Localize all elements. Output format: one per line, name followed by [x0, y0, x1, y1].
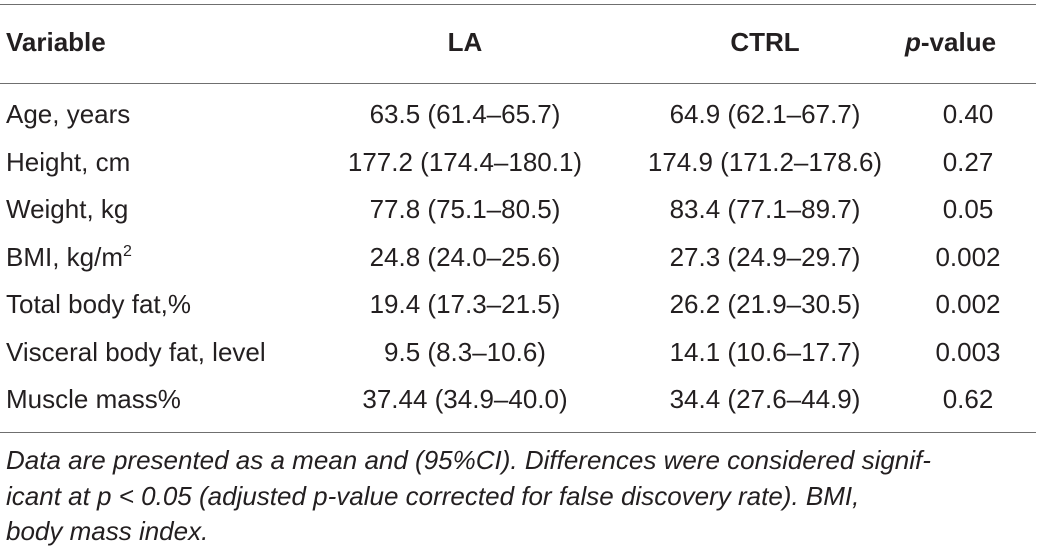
table-row: Muscle mass% 37.44 (34.9–40.0) 34.4 (27.… — [0, 376, 1036, 424]
table-row: Weight, kg 77.8 (75.1–80.5) 83.4 (77.1–8… — [0, 186, 1036, 234]
cell-la: 63.5 (61.4–65.7) — [369, 99, 561, 129]
header-la: LA — [447, 27, 483, 57]
cell-variable: Age, years — [6, 99, 131, 129]
header-pvalue-italic: p — [905, 27, 921, 57]
cell-ctrl: 27.3 (24.9–29.7) — [669, 241, 861, 272]
cell-la: 19.4 (17.3–21.5) — [369, 289, 561, 319]
cell-ctrl: 174.9 (171.2–178.6) — [647, 146, 883, 177]
header-pvalue-rest: -value — [920, 27, 997, 57]
table-header-row: Variable LA CTRL p-value — [0, 20, 1036, 64]
cell-la: 24.8 (24.0–25.6) — [369, 241, 561, 272]
table-footnote: Data are presented as a mean and (95%CI)… — [6, 443, 1032, 550]
cell-la: 9.5 (8.3–10.6) — [384, 336, 546, 367]
table-row: Height, cm 177.2 (174.4–180.1) 174.9 (17… — [0, 139, 1036, 187]
cell-variable: Height, cm — [6, 146, 131, 177]
cell-variable: Total body fat,% — [6, 289, 191, 319]
cell-variable: Weight, kg — [6, 194, 129, 224]
table-row: Total body fat,% 19.4 (17.3–21.5) 26.2 (… — [0, 281, 1036, 329]
cell-pvalue: 0.05 — [942, 194, 994, 224]
cell-pvalue: 0.40 — [942, 99, 994, 129]
footnote-line: body mass index. — [6, 516, 209, 546]
header-variable: Variable — [6, 27, 106, 57]
cell-ctrl: 26.2 (21.9–30.5) — [669, 289, 861, 319]
cell-la: 37.44 (34.9–40.0) — [362, 384, 568, 414]
cell-variable: Visceral body fat, level — [6, 336, 266, 367]
table-bottom-rule — [0, 432, 1036, 433]
cell-variable: Muscle mass% — [6, 384, 181, 414]
cell-la: 77.8 (75.1–80.5) — [369, 194, 561, 224]
cell-ctrl: 64.9 (62.1–67.7) — [669, 99, 861, 129]
cell-ctrl: 14.1 (10.6–17.7) — [669, 336, 861, 367]
cell-variable-superscript: 2 — [123, 242, 132, 260]
cell-pvalue: 0.002 — [935, 241, 1001, 272]
table-row: Age, years 63.5 (61.4–65.7) 64.9 (62.1–6… — [0, 91, 1036, 139]
header-pvalue: p-value — [905, 20, 996, 64]
table-row: BMI, kg/m2 24.8 (24.0–25.6) 27.3 (24.9–2… — [0, 234, 1036, 282]
table-top-rule — [0, 4, 1036, 5]
cell-variable-text: BMI, kg/m — [6, 241, 124, 272]
cell-ctrl: 83.4 (77.1–89.7) — [669, 194, 861, 224]
cell-pvalue: 0.003 — [935, 336, 1001, 367]
table-body: Age, years 63.5 (61.4–65.7) 64.9 (62.1–6… — [0, 91, 1036, 424]
footnote-line: Data are presented as a mean and (95%CI)… — [6, 445, 931, 475]
cell-pvalue: 0.27 — [942, 146, 994, 177]
cell-ctrl: 34.4 (27.6–44.9) — [669, 384, 861, 414]
table-row: Visceral body fat, level 9.5 (8.3–10.6) … — [0, 329, 1036, 377]
cell-variable: BMI, kg/m2 — [6, 234, 132, 281]
cell-pvalue: 0.62 — [942, 384, 994, 414]
cell-pvalue: 0.002 — [935, 289, 1001, 319]
header-ctrl: CTRL — [730, 27, 800, 57]
cell-la: 177.2 (174.4–180.1) — [347, 146, 583, 177]
footnote-line: icant at p < 0.05 (adjusted p-value corr… — [6, 480, 860, 511]
table-header-rule — [0, 83, 1036, 84]
